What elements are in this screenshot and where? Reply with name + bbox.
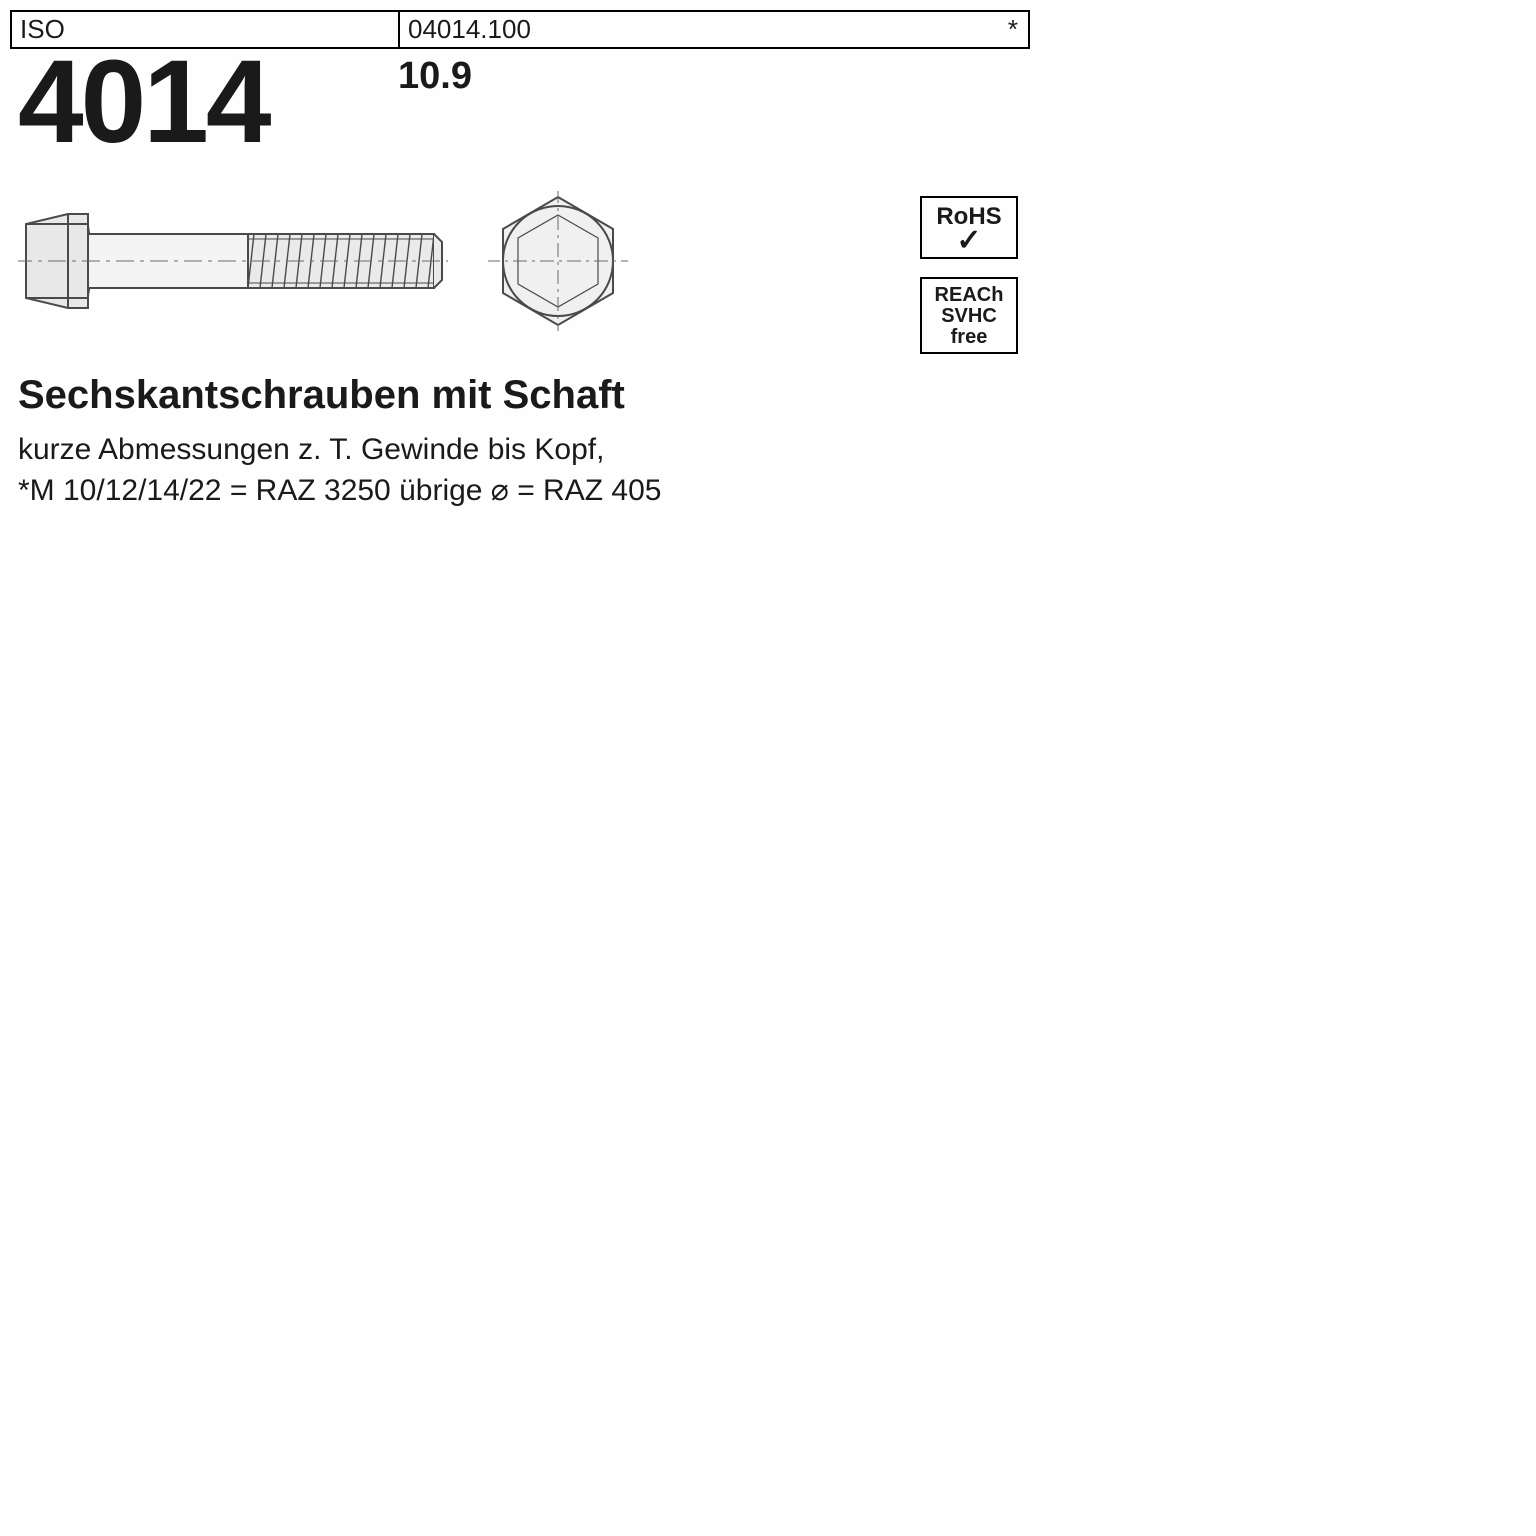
reach-line3: free bbox=[932, 327, 1006, 348]
reach-badge: REACh SVHC free bbox=[920, 277, 1018, 354]
description-line-1: kurze Abmessungen z. T. Gewinde bis Kopf… bbox=[18, 430, 1022, 471]
header-code: 04014.100 bbox=[400, 12, 988, 47]
strength-grade: 10.9 bbox=[398, 55, 472, 98]
check-icon: ✓ bbox=[932, 229, 1006, 253]
bolt-head-front-icon bbox=[488, 191, 628, 331]
drawing-row bbox=[10, 161, 1030, 351]
compliance-badges: RoHS ✓ REACh SVHC free bbox=[920, 196, 1018, 354]
reach-line2: SVHC bbox=[932, 306, 1006, 327]
standard-number: 4014 bbox=[18, 43, 398, 161]
datasheet-page: ISO 04014.100 * 4014 10.9 bbox=[10, 10, 1030, 1030]
reach-line1: REACh bbox=[932, 285, 1006, 306]
description-line-2: *M 10/12/14/22 = RAZ 3250 übrige ⌀ = RAZ… bbox=[18, 471, 1022, 512]
rohs-badge: RoHS ✓ bbox=[920, 196, 1018, 259]
product-title: Sechskantschrauben mit Schaft bbox=[10, 351, 1030, 430]
header-mark: * bbox=[988, 12, 1028, 47]
bolt-side-view-icon bbox=[18, 196, 448, 326]
standard-heading-row: 4014 10.9 bbox=[10, 49, 1030, 161]
product-description: kurze Abmessungen z. T. Gewinde bis Kopf… bbox=[10, 430, 1030, 511]
